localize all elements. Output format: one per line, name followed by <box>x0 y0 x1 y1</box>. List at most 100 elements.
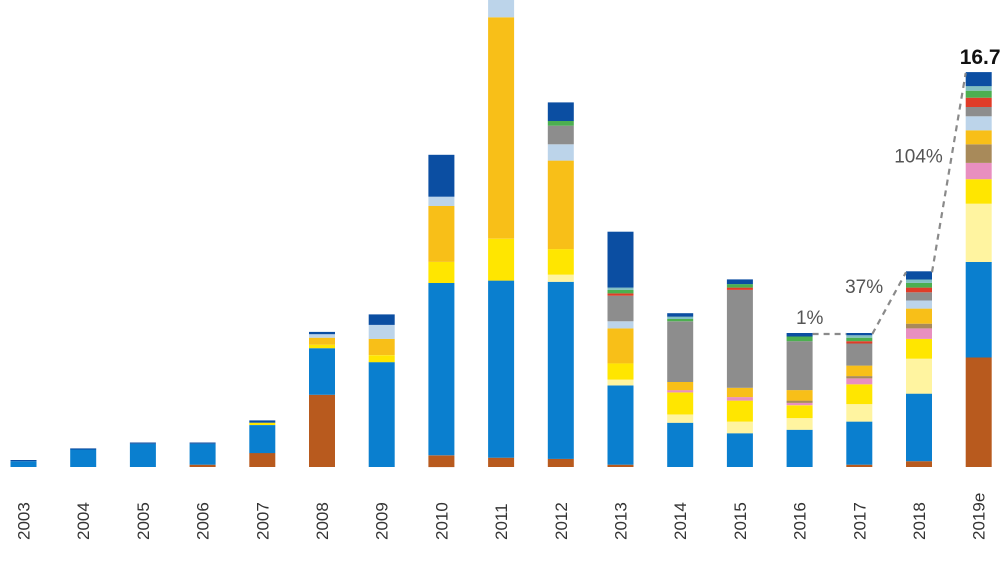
x-tick-label: 2004 <box>74 502 93 540</box>
bar-segment-2014-8 <box>667 321 694 382</box>
bar-segment-2014-4 <box>667 390 694 393</box>
bar-segment-2006-0 <box>189 464 216 467</box>
bar-segment-2019e-4 <box>965 162 992 180</box>
bar-segment-2015-1 <box>726 433 753 467</box>
bar-segment-2013-6 <box>607 328 634 364</box>
bar-segment-2012-0 <box>547 458 574 467</box>
bar-segment-2003-1 <box>10 461 37 467</box>
x-tick-label: 2018 <box>910 502 929 540</box>
bar-segment-2003-12 <box>10 460 37 462</box>
x-tick-label: 2003 <box>15 502 34 540</box>
bar-segment-2013-9 <box>607 293 634 296</box>
bar-segment-2016-3 <box>786 405 813 419</box>
bar-segment-2015-6 <box>726 387 753 398</box>
bar-segment-2006-1 <box>189 443 216 465</box>
bar-segment-2011-0 <box>488 457 515 467</box>
bar-segment-2015-4 <box>726 397 753 401</box>
bar-segment-2008-1 <box>309 348 335 395</box>
bar-segment-2004-1 <box>70 449 97 467</box>
bar-segment-2010-6 <box>428 206 455 262</box>
bar-segment-2016-4 <box>786 402 813 406</box>
bar-segment-2017-11 <box>846 335 873 338</box>
bar-segment-2013-10 <box>607 289 634 294</box>
bar-segment-2019e-3 <box>965 179 992 204</box>
bar-segment-2011-3 <box>488 238 515 281</box>
growth-annotation: 104% <box>894 147 943 168</box>
bar-segment-2017-2 <box>846 404 873 422</box>
x-tick-label: 2016 <box>791 502 810 540</box>
bar-segment-2011-6 <box>488 17 515 239</box>
bar-segment-2007-1 <box>249 425 276 454</box>
bar-segment-2018-4 <box>906 328 932 339</box>
bar-segment-2015-9 <box>726 287 753 290</box>
bar-segment-2005-12 <box>129 442 156 444</box>
bar-segment-2016-5 <box>786 400 813 403</box>
bar-segment-2008-6 <box>309 337 335 345</box>
bar-segment-2007-3 <box>249 422 276 425</box>
x-tick-label: 2008 <box>313 502 332 540</box>
bar-segment-2006-12 <box>189 442 216 444</box>
bar-segment-2015-8 <box>726 289 753 388</box>
bar-segment-2009-7 <box>368 324 395 339</box>
bar-segment-2018-0 <box>906 461 932 467</box>
bar-segment-2012-7 <box>547 144 574 161</box>
bar-segment-2010-12 <box>428 154 455 197</box>
bar-segment-2019e-1 <box>965 262 992 358</box>
bar-segment-2012-8 <box>547 125 574 145</box>
bar-segment-2011-7 <box>488 0 515 18</box>
bar-segment-2014-6 <box>667 382 694 391</box>
bar-segment-2014-3 <box>667 392 694 415</box>
bar-segment-2014-2 <box>667 414 694 423</box>
bar-segment-2013-0 <box>607 464 634 467</box>
bar-segment-2008-3 <box>309 344 335 349</box>
bar-segment-2017-9 <box>846 341 873 344</box>
bar-segment-2012-12 <box>547 102 574 121</box>
bar-segment-2012-10 <box>547 121 574 126</box>
bar-segment-2015-10 <box>726 284 753 288</box>
bar-segment-2016-8 <box>786 341 813 391</box>
bar-segment-2008-12 <box>309 331 335 335</box>
bar-segment-2012-3 <box>547 249 574 275</box>
bar-segment-2018-9 <box>906 287 932 293</box>
growth-annotation: 1% <box>796 308 824 329</box>
x-tick-label: 2007 <box>253 502 272 540</box>
bar-segment-2013-2 <box>607 379 634 386</box>
bar-segment-2005-1 <box>129 443 156 467</box>
bar-segment-2019e-10 <box>965 90 992 98</box>
bar-segment-2015-12 <box>726 279 753 285</box>
bar-segment-2014-1 <box>667 422 694 467</box>
x-tick-label: 2011 <box>492 503 511 540</box>
x-tick-label: 2006 <box>194 502 213 540</box>
bar-segment-2012-1 <box>547 281 574 459</box>
bar-segment-2018-12 <box>906 271 932 280</box>
bar-segment-2017-12 <box>846 333 873 336</box>
bar-segment-2010-0 <box>428 455 455 468</box>
bar-segment-2015-3 <box>726 400 753 422</box>
bar-segment-2009-1 <box>368 362 395 467</box>
bar-segment-2010-1 <box>428 282 455 456</box>
bar-segment-2019e-9 <box>965 97 992 107</box>
bar-segment-2016-12 <box>786 333 813 337</box>
bar-segment-2009-12 <box>368 314 395 325</box>
bar-segment-2008-0 <box>309 394 335 467</box>
bar-segment-2010-3 <box>428 262 455 283</box>
bar-segment-2019e-8 <box>965 107 992 117</box>
bar-segment-2018-3 <box>906 338 932 359</box>
bar-segment-2013-12 <box>607 231 634 288</box>
bar-segment-2013-1 <box>607 385 634 465</box>
bar-segment-2017-0 <box>846 464 873 467</box>
bar-segment-2016-10 <box>786 336 813 342</box>
bar-segment-2013-11 <box>607 287 634 290</box>
bar-segment-2013-8 <box>607 295 634 322</box>
bar-segment-2008-7 <box>309 334 335 338</box>
bar-segment-2019e-6 <box>965 130 992 145</box>
bar-segment-2018-10 <box>906 282 932 288</box>
bar-segment-2012-2 <box>547 274 574 282</box>
x-tick-label: 2010 <box>432 502 451 540</box>
bar-segment-2018-7 <box>906 300 932 309</box>
bar-segment-2018-8 <box>906 292 932 301</box>
bar-segment-2018-11 <box>906 279 932 283</box>
growth-annotation: 37% <box>845 277 883 298</box>
